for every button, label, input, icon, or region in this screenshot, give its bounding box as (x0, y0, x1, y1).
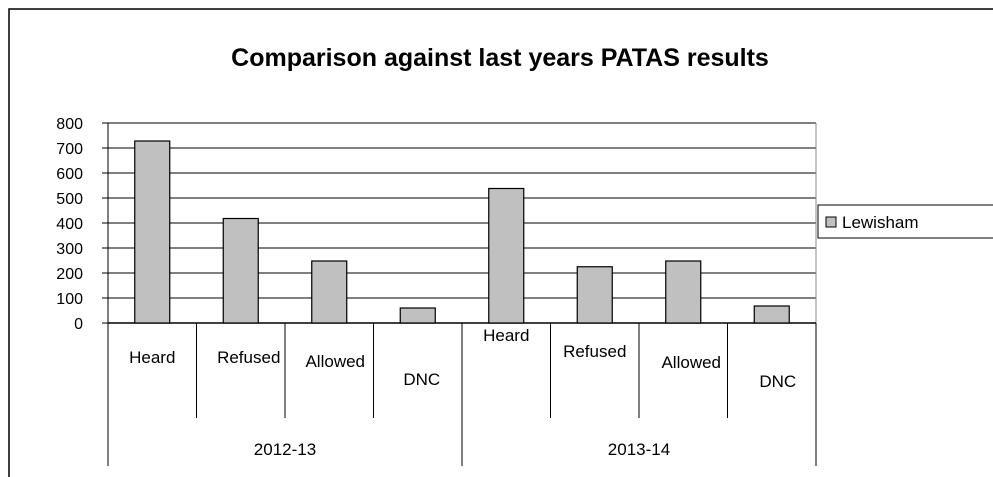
y-tick-label: 0 (74, 316, 83, 333)
bar (311, 260, 348, 324)
x-category-label: Allowed (661, 353, 721, 372)
y-tick-label: 200 (56, 266, 83, 283)
chart-title: Comparison against last years PATAS resu… (231, 44, 769, 72)
x-category-label: Heard (483, 326, 529, 345)
legend-label: Lewisham (842, 213, 919, 232)
legend-swatch (825, 216, 837, 228)
y-tick-label: 400 (56, 216, 83, 233)
x-category-label: Refused (563, 342, 626, 361)
y-tick-label: 100 (56, 291, 83, 308)
y-tick-label: 600 (56, 166, 83, 183)
bar (665, 260, 702, 324)
x-category-label: DNC (403, 370, 440, 389)
bar (488, 187, 525, 324)
legend: Lewisham (817, 204, 993, 239)
x-category-label: Heard (129, 348, 175, 367)
bar (399, 307, 436, 324)
plot-area: 0 100 200 300 400 500 600 700 800 Heard Refused All… (56, 116, 817, 466)
y-tick-label: 300 (56, 241, 83, 258)
x-category-label: Allowed (305, 352, 365, 371)
bar (222, 217, 259, 324)
x-group-label: 2012-13 (254, 440, 316, 459)
x-category-label: Refused (217, 348, 280, 367)
bar (753, 305, 790, 324)
y-tick-label: 800 (56, 116, 83, 133)
x-group-label: 2013-14 (608, 440, 670, 459)
bar (134, 140, 171, 324)
bar (576, 266, 613, 324)
x-category-label: DNC (759, 372, 796, 391)
y-tick-label: 700 (56, 141, 83, 158)
y-tick-label: 500 (56, 191, 83, 208)
legend-box (817, 204, 993, 239)
